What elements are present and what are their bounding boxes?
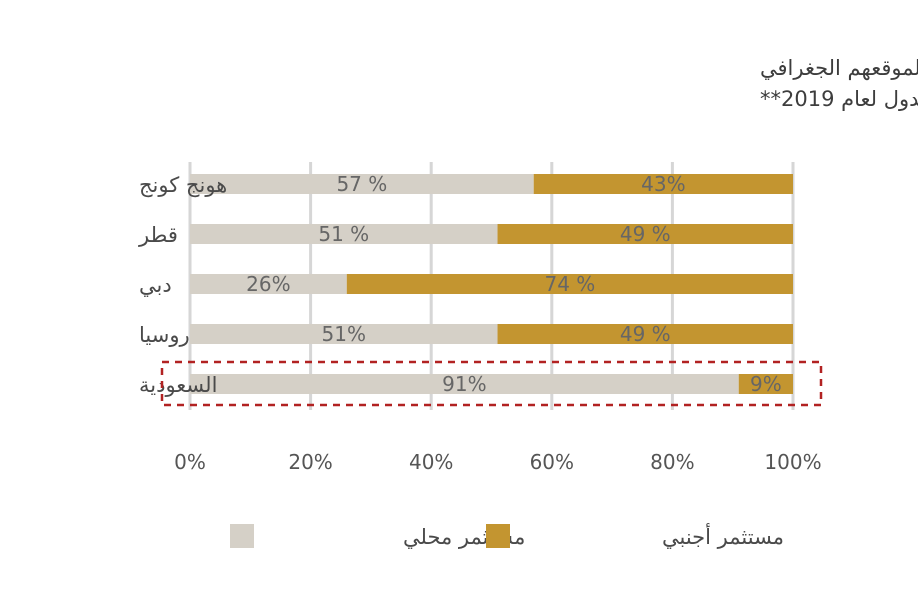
data-label: 26% (246, 272, 290, 296)
chart-title-line-1: مقارنة بين ملكية المستثمرين وفقاً لموقعه… (760, 52, 918, 81)
bar-segment-foreign[interactable] (533, 174, 793, 194)
bars: 57 % 43% 51 % 49 % 26% 74 % 51% 49 % 91% 9% (190, 172, 793, 396)
category-label: السعودية (139, 373, 217, 397)
chart-title: مقارنة بين ملكية المستثمرين وفقاً لموقعه… (760, 52, 918, 111)
bar-segment-local[interactable] (190, 274, 347, 294)
bar-segment-foreign[interactable] (497, 224, 793, 244)
bar-row-2: 26% 74 % (190, 272, 793, 296)
bar-segment-foreign[interactable] (497, 324, 793, 344)
tick-label: 80% (650, 450, 694, 474)
category-label: قطر (138, 223, 178, 247)
category-labels: هونج كونج قطر دبي روسيا السعودية (138, 173, 227, 397)
legend-label: مستثمر أجنبي (662, 523, 784, 549)
data-label: 9% (750, 372, 782, 396)
category-label: دبي (139, 273, 172, 297)
tick-label: 100% (764, 450, 821, 474)
tick-label: 0% (174, 450, 206, 474)
bar-segment-local[interactable] (190, 324, 498, 344)
bar-segment-foreign[interactable] (738, 374, 793, 394)
bar-segment-local[interactable] (190, 224, 498, 244)
data-label: 49 % (620, 222, 671, 246)
bar-segment-local[interactable] (190, 374, 739, 394)
legend: مستثمر محلي مستثمر أجنبي (230, 523, 784, 549)
tick-label: 60% (530, 450, 574, 474)
data-label: 91% (442, 372, 486, 396)
bar-row-0: 57 % 43% (190, 172, 793, 196)
legend-swatch (486, 524, 510, 548)
highlight-dashed-box (160, 360, 823, 407)
data-label: 51% (322, 322, 366, 346)
category-label: روسيا (139, 323, 190, 347)
tick-label: 40% (409, 450, 453, 474)
category-label: هونج كونج (139, 173, 227, 197)
bar-segment-foreign[interactable] (346, 274, 793, 294)
data-label: 57 % (336, 172, 387, 196)
data-label: 49 % (620, 322, 671, 346)
bar-segment-local[interactable] (190, 174, 534, 194)
data-label: 74 % (544, 272, 595, 296)
legend-swatch (230, 524, 254, 548)
x-axis-tick-labels: 0% 20% 40% 60% 80% 100% (174, 450, 821, 474)
bar-row-1: 51 % 49 % (190, 222, 793, 246)
bar-row-4: 91% 9% (190, 372, 793, 396)
data-label: 51 % (318, 222, 369, 246)
data-label: 43% (641, 172, 685, 196)
tick-label: 20% (288, 450, 332, 474)
legend-item-local[interactable]: مستثمر محلي (230, 524, 525, 549)
legend-item-foreign[interactable]: مستثمر أجنبي (486, 523, 784, 549)
bar-row-3: 51% 49 % (190, 322, 793, 346)
chart-title-line-2: (محليين/أجانب) لعدد من أسواق الدول لعام … (760, 85, 918, 111)
highlight-box (160, 360, 823, 407)
